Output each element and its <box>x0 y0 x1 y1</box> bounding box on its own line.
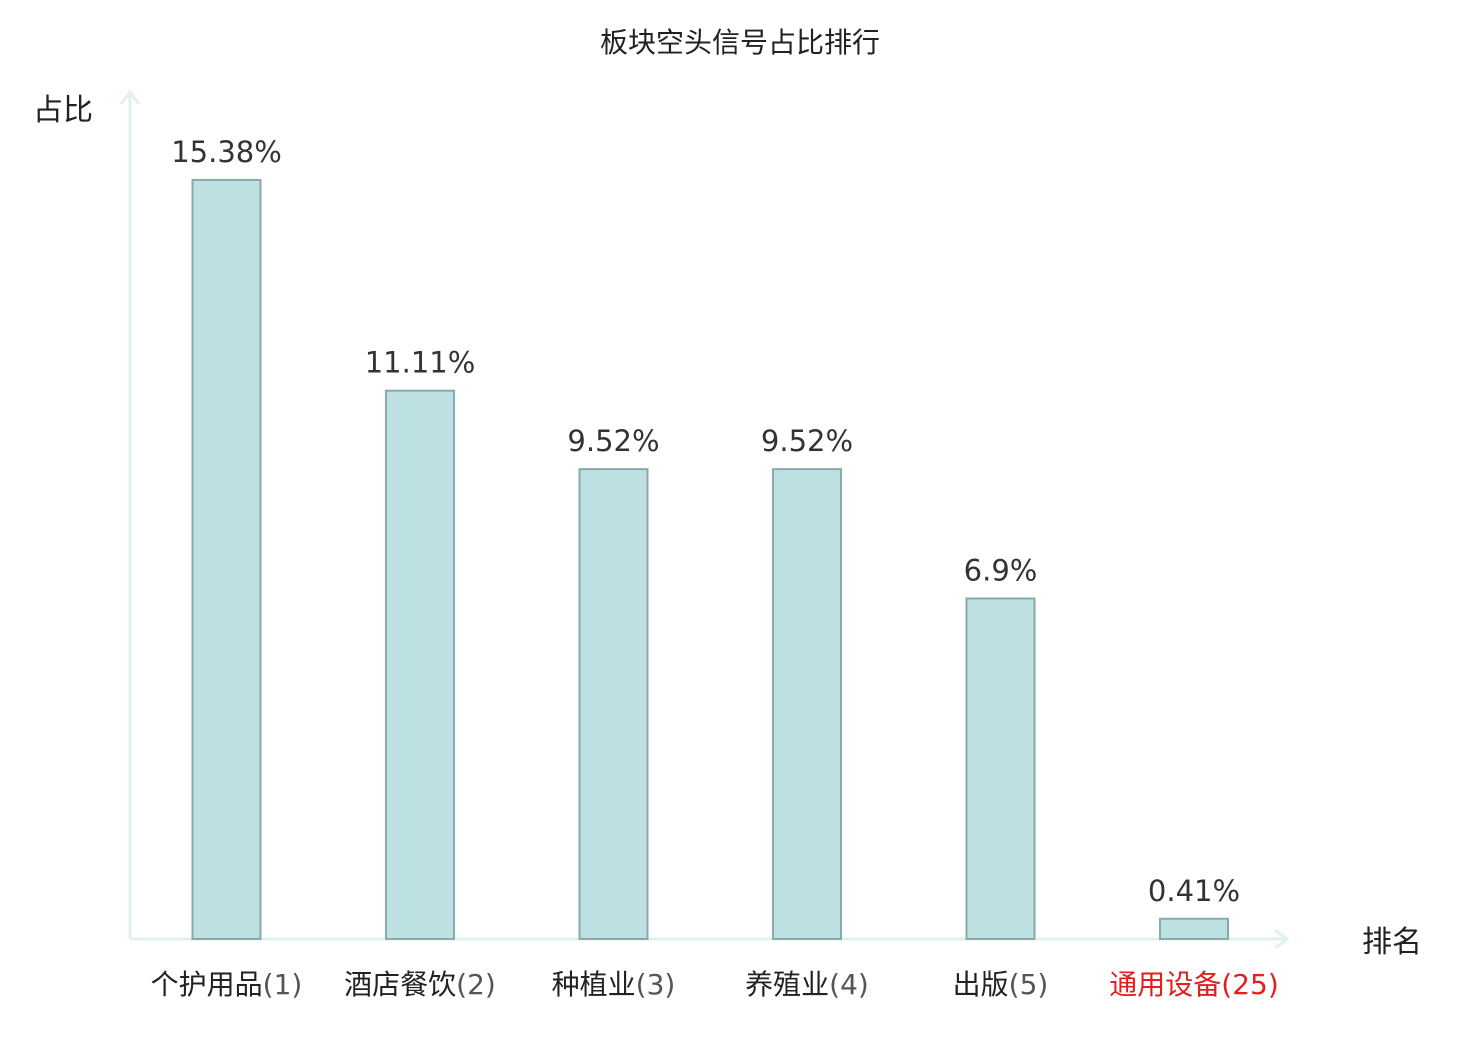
tick-category-rank: (4) <box>829 968 869 1001</box>
bar-4 <box>772 468 842 940</box>
x-tick-label-3: 种植业(3) <box>552 968 676 1001</box>
tick-category-name: 养殖业 <box>745 968 829 1001</box>
tick-category-name: 酒店餐饮 <box>344 968 456 1001</box>
value-labels: 15.38% 11.11% 9.52% 9.52% 6.9% 0.41% <box>171 135 1240 908</box>
value-label-2: 11.11% <box>365 346 476 380</box>
tick-category-rank: (5) <box>1009 968 1049 1001</box>
tick-category-rank: (3) <box>636 968 676 1001</box>
x-tick-label-4: 养殖业(4) <box>745 968 869 1001</box>
x-tick-label-5: 出版(5) <box>953 968 1049 1001</box>
bar-3 <box>578 468 649 940</box>
bars <box>191 178 1229 941</box>
bar-1 <box>191 178 262 940</box>
tick-category-name: 出版 <box>953 968 1009 1001</box>
tick-category-rank: (1) <box>263 968 303 1001</box>
x-tick-label-1: 个护用品(1) <box>151 968 303 1001</box>
tick-category-name: 通用设备 <box>1109 968 1221 1001</box>
value-label-4: 9.52% <box>761 424 853 458</box>
tick-category-name: 种植业 <box>552 968 636 1001</box>
value-label-6: 0.41% <box>1148 874 1240 908</box>
tick-category-rank: (25) <box>1221 968 1278 1001</box>
value-label-1: 15.38% <box>171 135 282 169</box>
tick-category-rank: (2) <box>456 968 496 1001</box>
x-axis-label: 排名 <box>1362 925 1422 960</box>
bar-5 <box>965 597 1036 941</box>
axes <box>119 89 1290 950</box>
y-axis-arrow <box>119 89 141 105</box>
x-tick-label-6: 通用设备(25) <box>1109 968 1279 1001</box>
tick-category-name: 个护用品 <box>151 968 263 1001</box>
x-tick-labels: 个护用品(1) 酒店餐饮(2) 种植业(3) 养殖业(4) 出版(5) 通用设备(25) <box>151 968 1279 1001</box>
value-label-5: 6.9% <box>964 553 1038 587</box>
bar-2 <box>385 389 455 940</box>
chart-title: 板块空头信号占比排行 <box>600 26 880 59</box>
bar-6 <box>1159 917 1229 941</box>
value-label-3: 9.52% <box>567 424 659 458</box>
x-tick-label-2: 酒店餐饮(2) <box>344 968 496 1001</box>
x-axis-arrow <box>1274 928 1290 950</box>
y-axis-label: 占比 <box>33 93 93 128</box>
